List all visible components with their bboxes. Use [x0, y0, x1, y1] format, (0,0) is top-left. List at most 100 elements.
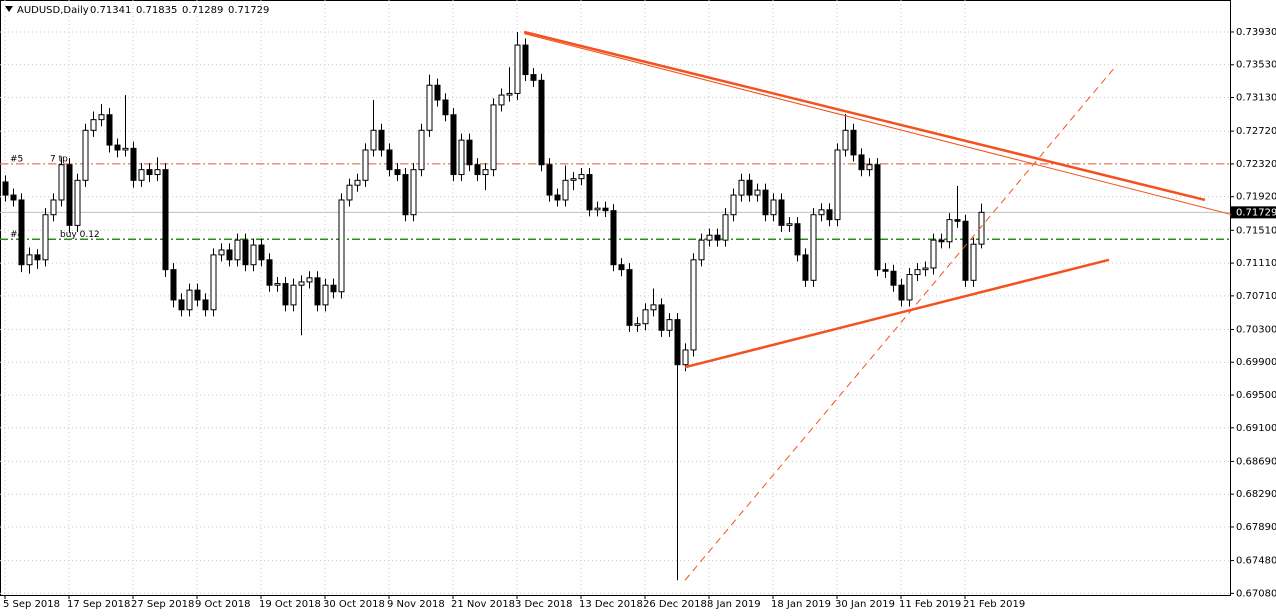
candle-body	[962, 220, 969, 281]
candle-body	[394, 169, 401, 176]
trendline	[684, 64, 1118, 581]
x-tick-label: 13 Dec 2018	[579, 599, 643, 610]
candle-body	[410, 169, 417, 216]
candle-body	[418, 129, 425, 171]
candle-body	[386, 149, 393, 171]
candle-body	[346, 184, 353, 201]
candle-body	[10, 194, 17, 201]
candle-body	[538, 79, 545, 166]
trendline	[524, 33, 1233, 216]
x-tick-label: 17 Sep 2018	[67, 599, 130, 610]
candle-body	[522, 44, 529, 76]
y-tick-label: 0.68290	[1236, 489, 1276, 500]
y-tick-label: 0.73530	[1236, 60, 1276, 71]
x-tick-label: 30 Jan 2019	[835, 599, 895, 610]
candle-body	[202, 299, 209, 311]
y-tick-label: 0.73930	[1236, 27, 1276, 38]
y-tick-label: 0.67480	[1236, 556, 1276, 567]
menu-arrow[interactable]	[5, 6, 13, 12]
price-tag-label: 0.71729	[1236, 207, 1276, 218]
candle-body	[258, 244, 265, 261]
header-close: 0.71729	[228, 5, 269, 16]
candle-body	[402, 174, 409, 216]
candle-body	[626, 269, 633, 326]
candle-body	[282, 283, 289, 306]
candle-body	[730, 194, 737, 216]
candle-body	[842, 129, 849, 151]
x-tick-label: 27 Sep 2018	[131, 599, 194, 610]
candle-body	[890, 270, 897, 286]
order-label: #4	[10, 230, 24, 240]
candle-body	[450, 114, 457, 176]
x-tick-label: 8 Jan 2019	[707, 599, 761, 610]
candle-body	[738, 179, 745, 196]
candle-body	[794, 223, 801, 256]
candle-body	[762, 189, 769, 216]
y-tick-label: 0.70710	[1236, 291, 1276, 302]
candle-body	[634, 323, 641, 326]
candle-body	[770, 199, 777, 216]
x-tick-label: 26 Dec 2018	[643, 599, 707, 610]
x-tick-label: 21 Nov 2018	[451, 599, 515, 610]
candle-body	[882, 269, 889, 272]
symbol-title: AUDUSD,Daily	[17, 5, 89, 16]
grid	[0, 0, 1230, 595]
candle-body	[162, 169, 169, 271]
candle-body	[298, 281, 305, 286]
candle-body	[378, 129, 385, 151]
candle-body	[138, 169, 145, 181]
candle-body	[778, 199, 785, 226]
y-tick-label: 0.71110	[1236, 258, 1276, 269]
candle-body	[506, 92, 513, 96]
candle-body	[18, 199, 25, 266]
candle-body	[130, 147, 137, 181]
price-tag	[1231, 206, 1276, 219]
candle-body	[938, 239, 945, 243]
candle-body	[722, 214, 729, 241]
candle-body	[26, 254, 33, 266]
x-tick-label: 19 Oct 2018	[259, 599, 321, 610]
candle-body	[58, 164, 65, 201]
candle-body	[578, 174, 585, 180]
x-tick-label: 9 Nov 2018	[387, 599, 445, 610]
candle-body	[946, 219, 953, 243]
candle-body	[618, 264, 625, 271]
candle-body	[818, 209, 825, 216]
candle-body	[746, 179, 753, 196]
candle-body	[354, 179, 361, 186]
candle-body	[922, 267, 929, 271]
candle-body	[82, 129, 89, 181]
candle-body	[178, 299, 185, 311]
candle-body	[266, 259, 273, 286]
candle-body	[34, 254, 41, 261]
candle-body	[706, 234, 713, 241]
candle-body	[250, 244, 257, 266]
candle-body	[330, 284, 337, 293]
candle-body	[242, 239, 249, 266]
candle-body	[98, 114, 105, 121]
candle-body	[554, 194, 561, 201]
x-tick-label: 18 Jan 2019	[771, 599, 831, 610]
candle-body	[482, 169, 489, 176]
candle-body	[562, 179, 569, 201]
candle-body	[434, 84, 441, 101]
candle-body	[914, 269, 921, 276]
plot-frame	[0, 0, 1231, 596]
header-low: 0.71289	[182, 5, 223, 16]
candle-body	[898, 284, 905, 301]
candle-body	[218, 249, 225, 256]
x-tick-label: 3 Dec 2018	[515, 599, 573, 610]
candle-body	[594, 207, 601, 211]
header-open: 0.71341	[90, 5, 131, 16]
trendline	[684, 258, 1110, 369]
candle-body	[666, 319, 673, 331]
candle-body	[290, 284, 297, 306]
candle-body	[850, 129, 857, 156]
candle-body	[74, 179, 81, 226]
y-tick-label: 0.71920	[1236, 192, 1276, 203]
y-tick-label: 0.70300	[1236, 324, 1276, 335]
order-label: #5	[10, 154, 23, 164]
candle-body	[650, 304, 657, 311]
